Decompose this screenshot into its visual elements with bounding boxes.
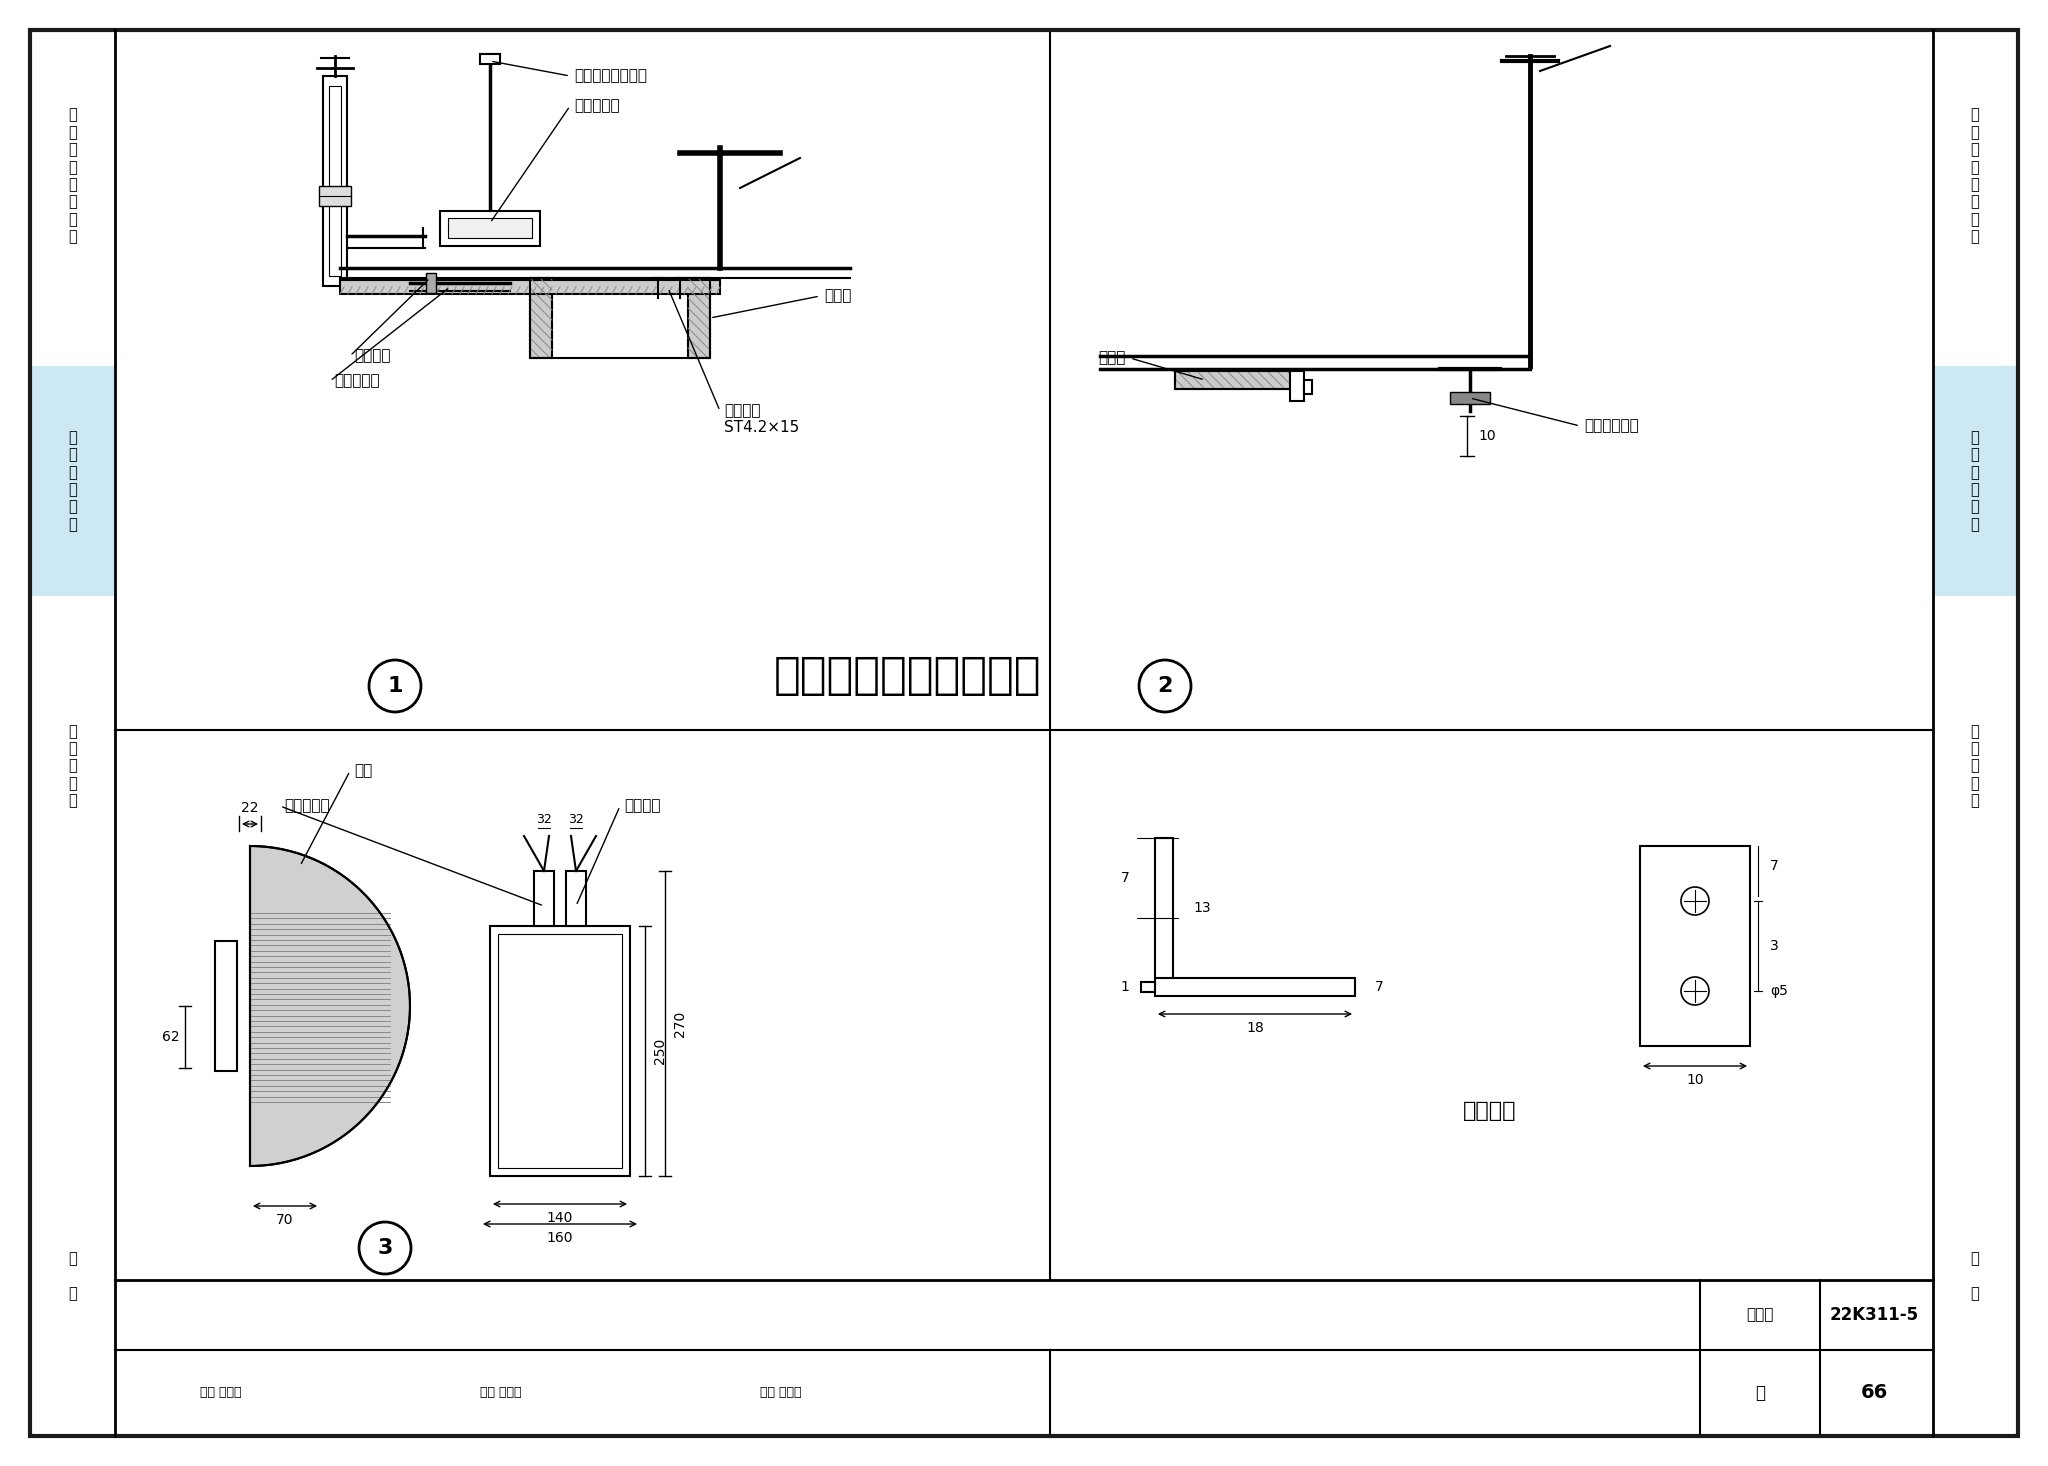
Bar xyxy=(31,366,115,597)
Bar xyxy=(1290,371,1305,402)
Text: 防
火
阀
门
安
装: 防 火 阀 门 安 装 xyxy=(70,430,78,532)
Text: 设计 栾乃正: 设计 栾乃正 xyxy=(760,1387,801,1400)
Text: ST4.2×15: ST4.2×15 xyxy=(725,421,799,435)
Text: 10: 10 xyxy=(1686,1073,1704,1086)
Text: 66: 66 xyxy=(1860,1384,1888,1403)
Bar xyxy=(426,273,436,293)
Text: 7: 7 xyxy=(1374,979,1384,994)
Bar xyxy=(1176,371,1294,388)
Text: 排烟口: 排烟口 xyxy=(1098,350,1126,365)
Bar xyxy=(215,941,238,1072)
Text: 墙体: 墙体 xyxy=(354,764,373,778)
Text: 扁钢卡件: 扁钢卡件 xyxy=(354,349,391,364)
Text: 自攻螺钉: 自攻螺钉 xyxy=(725,403,760,418)
Text: 22: 22 xyxy=(242,800,258,815)
Bar xyxy=(530,279,711,358)
Text: 消
防
排
烟
风
机
安
装: 消 防 排 烟 风 机 安 装 xyxy=(1970,107,1978,245)
Text: 3: 3 xyxy=(377,1237,393,1258)
Text: 7: 7 xyxy=(1120,871,1128,885)
Bar xyxy=(1450,391,1491,405)
Bar xyxy=(330,86,342,276)
Bar xyxy=(324,76,346,286)
Bar xyxy=(1141,982,1155,992)
Bar xyxy=(1933,366,2017,597)
Text: 140: 140 xyxy=(547,1211,573,1226)
Text: 18: 18 xyxy=(1245,1020,1264,1035)
Text: 排烟口: 排烟口 xyxy=(823,289,852,303)
Text: 1: 1 xyxy=(1120,979,1128,994)
Text: 大龙骨垂直吊挂件: 大龙骨垂直吊挂件 xyxy=(573,69,647,84)
Text: 审核 孟凡兵: 审核 孟凡兵 xyxy=(201,1387,242,1400)
Text: 270: 270 xyxy=(674,1010,686,1036)
Bar xyxy=(1176,371,1294,388)
Text: 附

录: 附 录 xyxy=(70,1250,78,1300)
Text: 1: 1 xyxy=(387,676,403,696)
Text: 防
排
烟
风
管: 防 排 烟 风 管 xyxy=(1970,724,1978,808)
Text: 电源线套管: 电源线套管 xyxy=(285,799,330,814)
Text: 7: 7 xyxy=(1769,859,1780,872)
Bar xyxy=(340,280,721,295)
Text: 校对 赵雷昌: 校对 赵雷昌 xyxy=(479,1387,522,1400)
Bar xyxy=(1640,846,1749,1047)
Text: 消
防
排
烟
风
机
安
装: 消 防 排 烟 风 机 安 装 xyxy=(70,107,78,245)
Polygon shape xyxy=(250,846,410,1165)
Text: 图集号: 图集号 xyxy=(1747,1308,1774,1322)
Text: 防
排
烟
风
管: 防 排 烟 风 管 xyxy=(70,724,78,808)
Text: 防
火
阀
门
安
装: 防 火 阀 门 安 装 xyxy=(1970,430,1978,532)
Bar xyxy=(498,934,623,1168)
Bar xyxy=(479,54,500,65)
Text: 扁钢卡件: 扁钢卡件 xyxy=(1462,1101,1518,1121)
Text: 32: 32 xyxy=(567,814,584,825)
Text: 22K311-5: 22K311-5 xyxy=(1829,1306,1919,1324)
Text: 62: 62 xyxy=(162,1031,180,1044)
Bar xyxy=(530,279,553,358)
Bar xyxy=(565,871,586,927)
Text: 70: 70 xyxy=(276,1212,293,1227)
Text: 页: 页 xyxy=(1755,1384,1765,1401)
Text: 10: 10 xyxy=(1479,430,1495,443)
Bar xyxy=(319,186,350,207)
Text: 32: 32 xyxy=(537,814,551,825)
Bar xyxy=(1305,380,1313,394)
Text: 附加次龙骨: 附加次龙骨 xyxy=(334,374,379,388)
Text: 附加主龙骨: 附加主龙骨 xyxy=(573,98,621,113)
Text: 13: 13 xyxy=(1194,902,1210,915)
Bar xyxy=(489,927,631,1176)
Text: 2: 2 xyxy=(1157,676,1174,696)
Text: 板式排烟口吊顶上安装: 板式排烟口吊顶上安装 xyxy=(774,654,1040,696)
Text: 160: 160 xyxy=(547,1231,573,1245)
Bar xyxy=(449,218,532,237)
Text: 不燃级橡胶垫: 不燃级橡胶垫 xyxy=(1583,418,1638,434)
Bar xyxy=(535,871,555,927)
Text: 3: 3 xyxy=(1769,940,1780,953)
Bar xyxy=(440,211,541,246)
Text: 附

录: 附 录 xyxy=(1970,1250,1978,1300)
Bar xyxy=(688,279,711,358)
Bar xyxy=(1155,839,1174,978)
Text: 250: 250 xyxy=(653,1038,668,1064)
Text: 缆绳套管: 缆绳套管 xyxy=(625,799,662,814)
Text: φ5: φ5 xyxy=(1769,984,1788,998)
Bar xyxy=(1155,978,1356,995)
